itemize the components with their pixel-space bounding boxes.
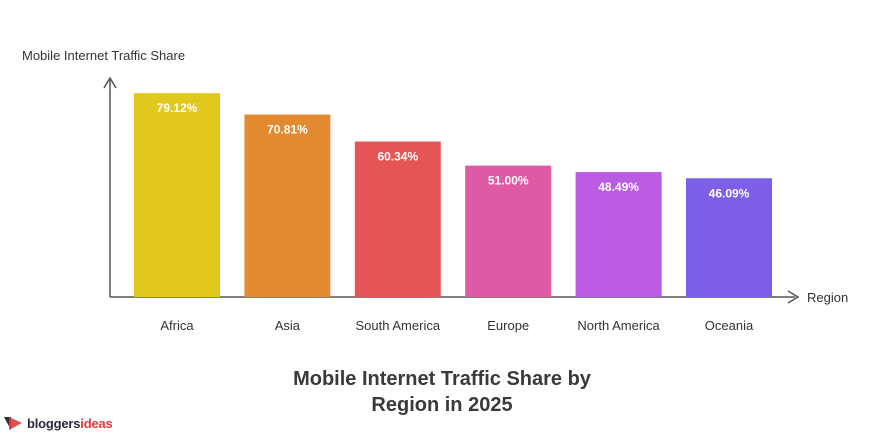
bar-asia (244, 114, 331, 297)
brand-wordmark-part2: ideas (80, 415, 113, 431)
y-axis-arrow-icon (103, 76, 117, 89)
brand-wordmark: bloggersideas (27, 416, 113, 431)
value-label-africa: 79.12% (157, 101, 198, 115)
brand-wordmark-part1: bloggers (27, 415, 81, 431)
chart-title-line-2: Region in 2025 (371, 394, 513, 416)
tick-label-south-america: South America (356, 318, 441, 333)
x-axis-arrow-icon (787, 290, 800, 304)
tick-label-africa: Africa (160, 318, 194, 333)
x-axis-label: Region (807, 290, 848, 305)
bar-europe (465, 165, 552, 297)
bar-africa (134, 93, 220, 297)
y-axis-label: Mobile Internet Traffic Share (22, 48, 185, 63)
value-label-europe: 51.00% (488, 174, 529, 188)
brand-arrow-icon (4, 417, 22, 430)
bar-north-america (575, 172, 662, 297)
value-label-north-america: 48.49% (598, 180, 639, 194)
brand-logo: bloggersideas (2, 413, 113, 433)
category-tick-labels: Africa Asia South America Europe North Ameri… (160, 318, 754, 333)
tick-label-north-america: North America (577, 318, 660, 333)
bar-series (134, 93, 772, 297)
bar-south-america (354, 141, 441, 297)
tick-label-oceania: Oceania (705, 318, 754, 333)
chart-title: Mobile Internet Traffic Share by Region … (220, 366, 664, 418)
value-label-asia: 70.81% (267, 123, 308, 137)
value-label-south-america: 60.34% (377, 150, 418, 164)
value-label-oceania: 46.09% (709, 186, 750, 200)
chart-title-line-1: Mobile Internet Traffic Share by (293, 368, 591, 390)
bar-oceania (686, 178, 772, 297)
tick-label-europe: Europe (487, 318, 529, 333)
tick-label-asia: Asia (275, 318, 301, 333)
chart-axes: Mobile Internet Traffic Share Region (22, 48, 848, 305)
value-labels: 79.12% 70.81% 60.34% 51.00% 48.49% 46.09% (157, 101, 750, 200)
